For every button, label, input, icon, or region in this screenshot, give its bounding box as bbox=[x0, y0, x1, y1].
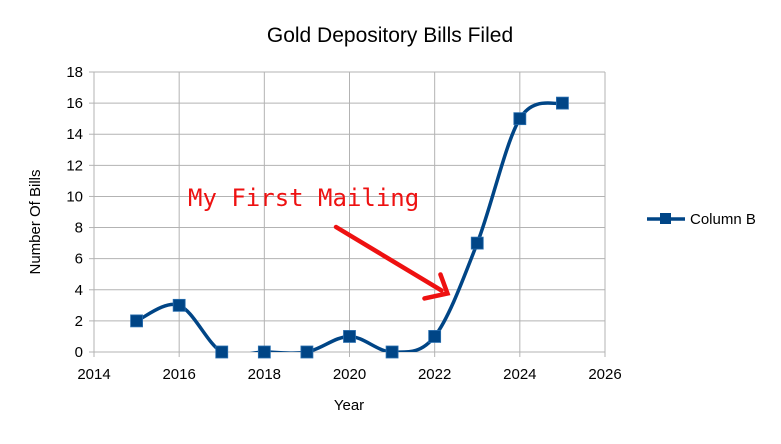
y-tick-label: 16 bbox=[66, 95, 83, 112]
data-point-marker bbox=[215, 345, 229, 359]
data-point-marker bbox=[428, 330, 442, 343]
series-line bbox=[135, 101, 564, 352]
y-tick-label: 6 bbox=[75, 251, 83, 268]
y-tick-label: 10 bbox=[66, 188, 83, 205]
legend-label: Column B bbox=[690, 211, 756, 228]
y-tick-label: 12 bbox=[66, 157, 83, 174]
y-axis-ticks: 0 2 4 6 8 10 12 14 16 18 bbox=[66, 64, 83, 361]
x-tick-label: 2018 bbox=[248, 366, 281, 383]
data-point-marker bbox=[257, 345, 271, 359]
annotation-text: My First Mailing bbox=[188, 184, 419, 212]
y-tick-label: 8 bbox=[75, 220, 83, 237]
data-point-marker bbox=[130, 314, 143, 328]
x-tick-label: 2016 bbox=[162, 366, 195, 383]
data-point-marker bbox=[300, 345, 314, 359]
gridlines bbox=[89, 71, 606, 357]
y-tick-label: 2 bbox=[75, 313, 83, 330]
annotation-arrow-head bbox=[422, 272, 451, 301]
y-axis-title: Number Of Bills bbox=[27, 169, 44, 274]
y-tick-label: 18 bbox=[66, 64, 83, 81]
data-point-marker bbox=[513, 112, 527, 126]
x-axis-title: Year bbox=[334, 397, 364, 414]
data-point-marker bbox=[172, 298, 186, 312]
y-tick-label: 14 bbox=[66, 126, 83, 143]
x-axis-ticks: 2014 2016 2018 2020 2022 2024 2026 bbox=[77, 366, 621, 383]
data-point-marker bbox=[343, 330, 356, 343]
data-point-marker bbox=[556, 96, 569, 110]
data-point-marker bbox=[385, 345, 399, 359]
chart-title: Gold Depository Bills Filed bbox=[267, 24, 513, 47]
series-layer bbox=[130, 96, 569, 359]
x-tick-label: 2014 bbox=[77, 366, 110, 383]
x-tick-label: 2020 bbox=[333, 366, 366, 383]
x-tick-label: 2024 bbox=[503, 366, 536, 383]
x-tick-label: 2026 bbox=[588, 366, 621, 383]
x-tick-label: 2022 bbox=[418, 366, 451, 383]
legend[interactable]: Column B bbox=[647, 211, 756, 228]
y-tick-label: 4 bbox=[75, 282, 83, 299]
data-point-marker bbox=[470, 236, 484, 250]
annotation-arrow-shaft bbox=[333, 224, 444, 293]
legend-marker-swatch bbox=[660, 213, 671, 224]
annotation-layer: My First Mailing bbox=[188, 184, 451, 301]
y-tick-label: 0 bbox=[75, 344, 83, 361]
